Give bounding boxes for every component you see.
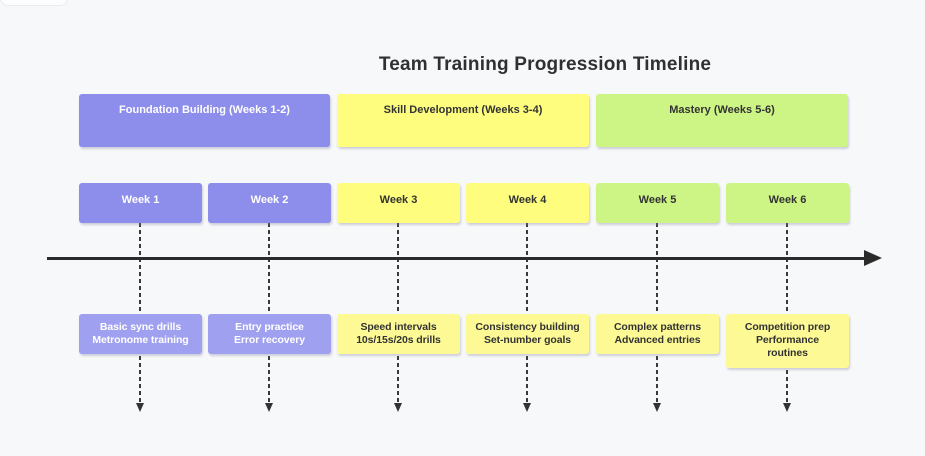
week-box-5: Week 5 — [596, 183, 719, 223]
detail-line: Metronome training — [92, 334, 189, 346]
diagram-title: Team Training Progression Timeline — [378, 54, 712, 75]
detail-line: Entry practice — [235, 321, 304, 333]
connector-arrowhead-icon — [783, 403, 791, 412]
week-label: Week 4 — [508, 194, 547, 206]
connector-line-week3 — [397, 223, 399, 403]
week-box-6: Week 6 — [726, 183, 849, 223]
detail-line: Speed intervals — [360, 321, 437, 333]
week-label: Week 5 — [638, 194, 677, 206]
week-box-2: Week 2 — [208, 183, 331, 223]
connector-arrowhead-icon — [394, 403, 402, 412]
week-label: Week 2 — [250, 194, 289, 206]
connector-line-week4 — [526, 223, 528, 403]
detail-line: Performance — [755, 334, 820, 346]
detail-line: Basic sync drills — [99, 321, 182, 333]
detail-line: Advanced entries — [614, 334, 701, 346]
detail-box-week4: Consistency building Set-number goals — [466, 314, 589, 354]
detail-line: 10s/15s/20s drills — [356, 334, 441, 346]
connector-arrowhead-icon — [265, 403, 273, 412]
timeline-axis-line — [47, 257, 865, 260]
detail-line: Competition prep — [744, 321, 831, 333]
detail-box-week6: Competition prep Performance routines — [726, 314, 849, 368]
detail-box-week5: Complex patterns Advanced entries — [596, 314, 719, 354]
detail-box-week2: Entry practice Error recovery — [208, 314, 331, 354]
week-box-3: Week 3 — [337, 183, 460, 223]
phase-box-foundation-building: Foundation Building (Weeks 1-2) — [79, 94, 330, 147]
connector-line-week1 — [139, 223, 141, 403]
connector-line-week6 — [786, 223, 788, 403]
detail-line: Consistency building — [475, 321, 580, 333]
phase-label: Mastery (Weeks 5-6) — [669, 104, 775, 116]
connector-arrowhead-icon — [523, 403, 531, 412]
detail-line: Complex patterns — [613, 321, 702, 333]
phase-label: Skill Development (Weeks 3-4) — [383, 104, 543, 116]
week-label: Week 3 — [379, 194, 418, 206]
week-box-4: Week 4 — [466, 183, 589, 223]
week-box-1: Week 1 — [79, 183, 202, 223]
phase-box-mastery: Mastery (Weeks 5-6) — [596, 94, 848, 147]
detail-box-week3: Speed intervals 10s/15s/20s drills — [337, 314, 460, 354]
connector-arrowhead-icon — [653, 403, 661, 412]
week-label: Week 1 — [121, 194, 160, 206]
timeline-axis-arrowhead-icon — [864, 250, 882, 266]
week-label: Week 6 — [768, 194, 807, 206]
phase-label: Foundation Building (Weeks 1-2) — [119, 104, 290, 116]
detail-line: routines — [767, 347, 808, 359]
connector-line-week2 — [268, 223, 270, 403]
connector-line-week5 — [656, 223, 658, 403]
clipped-ui-artifact — [0, 0, 68, 6]
phase-box-skill-development: Skill Development (Weeks 3-4) — [337, 94, 589, 147]
detail-line: Error recovery — [234, 334, 305, 346]
detail-box-week1: Basic sync drills Metronome training — [79, 314, 202, 354]
detail-line: Set-number goals — [483, 334, 572, 346]
connector-arrowhead-icon — [136, 403, 144, 412]
